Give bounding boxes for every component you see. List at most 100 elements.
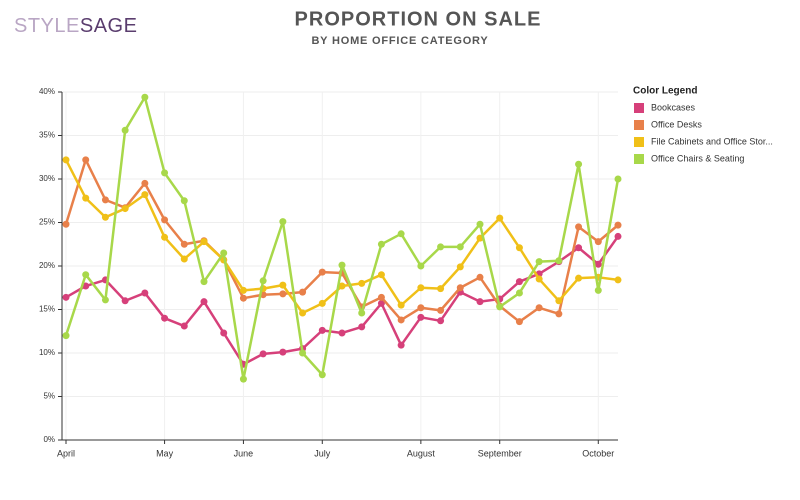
point <box>476 298 484 306</box>
series-line <box>65 235 620 366</box>
y-tick-label: 15% <box>39 305 55 314</box>
point <box>180 197 188 205</box>
point <box>180 255 188 263</box>
point <box>535 304 543 312</box>
point <box>397 301 405 309</box>
point <box>575 244 583 252</box>
point <box>318 371 326 379</box>
point <box>239 375 247 383</box>
point <box>338 261 346 269</box>
chart-subtitle: BY HOME OFFICE CATEGORY <box>311 35 488 47</box>
point <box>535 258 543 266</box>
point <box>161 233 169 241</box>
point <box>515 244 523 252</box>
point <box>515 289 523 297</box>
x-tick-label: September <box>478 448 522 458</box>
point <box>555 257 563 265</box>
point <box>299 349 307 357</box>
legend-label: Office Desks <box>651 119 702 129</box>
point <box>141 179 149 187</box>
logo-part: STYLE <box>14 15 80 37</box>
point <box>456 263 464 271</box>
series-line <box>64 95 620 381</box>
point <box>377 271 385 279</box>
series-line <box>64 159 619 315</box>
point <box>180 322 188 330</box>
point <box>62 332 70 340</box>
chart-title: PROPORTION ON SALE <box>295 8 542 30</box>
point <box>62 293 70 301</box>
x-tick-label: October <box>582 448 614 458</box>
point <box>279 290 287 298</box>
y-tick-label: 40% <box>39 87 55 96</box>
point <box>279 281 287 289</box>
point <box>82 194 90 202</box>
point <box>417 313 425 321</box>
point <box>476 273 484 281</box>
point <box>220 249 228 257</box>
y-tick-label: 5% <box>43 392 55 401</box>
point <box>180 240 188 248</box>
point <box>397 230 405 238</box>
point <box>614 175 622 183</box>
point <box>161 314 169 322</box>
x-tick-label: April <box>57 448 75 458</box>
legend-swatch <box>634 154 644 164</box>
point <box>161 216 169 224</box>
y-tick-label: 30% <box>39 174 55 183</box>
y-tick-label: 20% <box>39 261 55 270</box>
point <box>397 316 405 324</box>
point <box>101 213 109 221</box>
point <box>377 293 385 301</box>
legend-label: Office Chairs & Seating <box>651 153 744 163</box>
x-tick-label: May <box>156 448 174 458</box>
point <box>318 299 326 307</box>
point <box>101 296 109 304</box>
legend-swatch <box>634 120 644 130</box>
point <box>62 156 70 164</box>
point <box>614 221 622 229</box>
legend-swatch <box>634 137 644 147</box>
point <box>101 196 109 204</box>
point <box>456 284 464 292</box>
legend-label: Bookcases <box>651 102 696 112</box>
point <box>437 306 445 314</box>
point <box>121 297 129 305</box>
point <box>259 350 267 358</box>
point <box>614 276 622 284</box>
point <box>358 279 366 287</box>
point <box>82 282 90 290</box>
point <box>299 288 307 296</box>
point <box>377 299 385 307</box>
point <box>358 309 366 317</box>
point <box>82 271 90 279</box>
legend-label: File Cabinets and Office Stor... <box>651 136 773 146</box>
point <box>555 297 563 305</box>
point <box>318 326 326 334</box>
point <box>259 277 267 285</box>
point <box>121 205 129 213</box>
point <box>417 262 425 270</box>
point <box>614 232 622 240</box>
point <box>496 303 504 311</box>
point <box>338 329 346 337</box>
point <box>397 341 405 349</box>
point <box>299 309 307 317</box>
point <box>437 285 445 293</box>
point <box>121 126 129 134</box>
point <box>141 289 149 297</box>
point <box>161 169 169 177</box>
point <box>456 243 464 251</box>
point <box>239 294 247 302</box>
point <box>358 323 366 331</box>
logo-part: SAGE <box>80 15 138 37</box>
x-tick-label: August <box>407 448 436 458</box>
logo: STYLESAGE <box>14 15 137 37</box>
point <box>62 220 70 228</box>
point <box>476 220 484 228</box>
point <box>496 214 504 222</box>
point <box>437 243 445 251</box>
point <box>515 318 523 326</box>
point <box>594 260 602 268</box>
